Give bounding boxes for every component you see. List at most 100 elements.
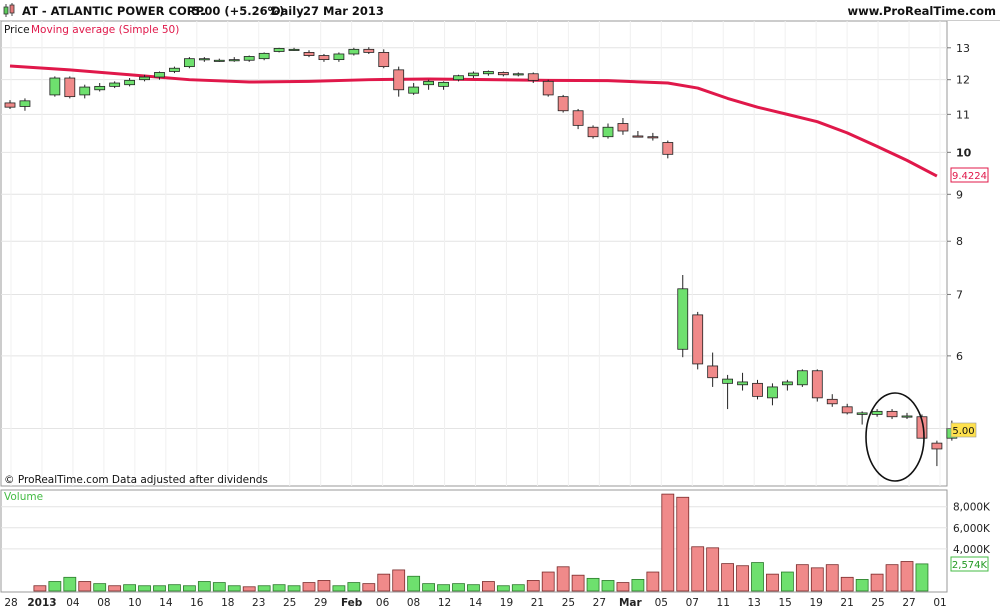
volume-bar — [467, 584, 480, 592]
price-tick-label: 6 — [956, 350, 963, 363]
volume-bar — [48, 581, 62, 592]
volume-last-value: 2,574K — [952, 560, 988, 571]
candle — [677, 275, 689, 358]
date-tick-label: 06 — [376, 597, 390, 609]
volume-bars — [33, 493, 929, 592]
candle — [587, 125, 599, 139]
volume-bar — [855, 579, 869, 592]
candle — [228, 57, 240, 62]
volume-bar — [168, 584, 181, 592]
ma-last-value: 9.4224 — [952, 171, 987, 182]
candle — [393, 66, 405, 97]
volume-bar — [706, 547, 720, 592]
date-tick-label: 08 — [97, 597, 110, 609]
volume-last-tag — [950, 556, 989, 572]
volume-bar — [795, 564, 809, 592]
candle — [363, 47, 375, 54]
candle — [662, 140, 674, 159]
candle — [811, 369, 823, 402]
volume-bar — [496, 585, 510, 592]
volume-bar — [108, 585, 122, 592]
candle — [198, 57, 210, 62]
candle — [139, 74, 150, 82]
last-price-tag — [950, 422, 977, 438]
candle — [782, 379, 793, 391]
volume-bar — [362, 583, 376, 592]
candle — [527, 72, 539, 84]
candle — [333, 52, 345, 62]
volume-bar — [287, 585, 301, 592]
volume-bar — [586, 577, 600, 592]
candle — [273, 47, 285, 53]
volume-bar — [631, 579, 645, 592]
volume-bar — [556, 566, 570, 592]
ticker-title: AT - ATLANTIC POWER CORP. — [22, 4, 206, 18]
last-price-value: 5.00 — [952, 426, 974, 437]
candle — [737, 372, 748, 391]
volume-bar — [377, 573, 391, 592]
moving-average-layer — [9, 64, 938, 178]
date-tick-label: 01 — [933, 597, 946, 609]
date-tick-label: 23 — [252, 597, 265, 609]
candle — [378, 49, 390, 69]
volume-bar — [601, 580, 615, 592]
price-tick-label: 11 — [956, 108, 970, 121]
candle — [19, 98, 31, 111]
volume-bar — [33, 585, 47, 592]
date-tick-label: 04 — [66, 597, 80, 609]
volume-bar — [915, 563, 929, 592]
date-tick-label: 27 — [593, 597, 606, 609]
volume-bar — [242, 586, 256, 592]
price-tick-label: 10 — [956, 146, 972, 159]
date-tick-label: 19 — [809, 597, 822, 609]
volume-tick-label: 6,000K — [953, 523, 991, 535]
candle — [438, 81, 449, 90]
ma-legend-label: Moving average (Simple 50) — [31, 24, 179, 36]
candle — [722, 374, 733, 410]
volume-bar — [810, 567, 824, 592]
candle — [542, 79, 554, 97]
date-tick-label: 2013 — [27, 597, 56, 609]
date-tick-label: 25 — [562, 597, 575, 609]
date-tick-label: 28 — [4, 597, 17, 609]
date-tick-label: 15 — [778, 597, 791, 609]
date-tick-label: Mar — [619, 597, 643, 609]
date-tick-label: 10 — [128, 597, 141, 609]
candle — [303, 50, 315, 58]
price-label: Price — [4, 24, 30, 36]
volume-bar — [541, 571, 555, 592]
volume-bar — [751, 562, 764, 592]
volume-bar — [661, 493, 675, 592]
candle — [901, 412, 913, 420]
volume-bar — [900, 561, 914, 592]
candles — [4, 47, 958, 467]
date-tick-label: 08 — [407, 597, 420, 609]
volume-bar — [511, 584, 525, 592]
moving-average-line — [9, 64, 938, 178]
candle — [288, 47, 300, 51]
volume-bar — [422, 583, 436, 592]
date-tick-label: 21 — [531, 597, 544, 609]
candle — [856, 411, 868, 425]
site-link[interactable]: www.ProRealTime.com — [847, 4, 996, 18]
price-panel-frame — [0, 20, 948, 487]
volume-bar — [691, 546, 705, 592]
period-label: Daily — [271, 4, 304, 18]
date-tick-label: 12 — [438, 597, 451, 609]
candle — [243, 55, 255, 62]
volume-bar — [721, 563, 734, 592]
candle — [79, 84, 91, 99]
candle — [767, 383, 778, 406]
candle — [258, 52, 270, 61]
date-tick-label: 19 — [500, 597, 513, 609]
ma-last-tag — [950, 167, 989, 183]
volume-bar — [78, 581, 92, 592]
volume-bar — [63, 576, 77, 592]
candle — [423, 79, 435, 90]
price-tick-label: 12 — [956, 74, 970, 87]
candle — [841, 403, 853, 415]
candle — [213, 58, 225, 62]
volume-bar — [332, 585, 346, 592]
volume-tick-label: 8,000K — [953, 502, 991, 514]
